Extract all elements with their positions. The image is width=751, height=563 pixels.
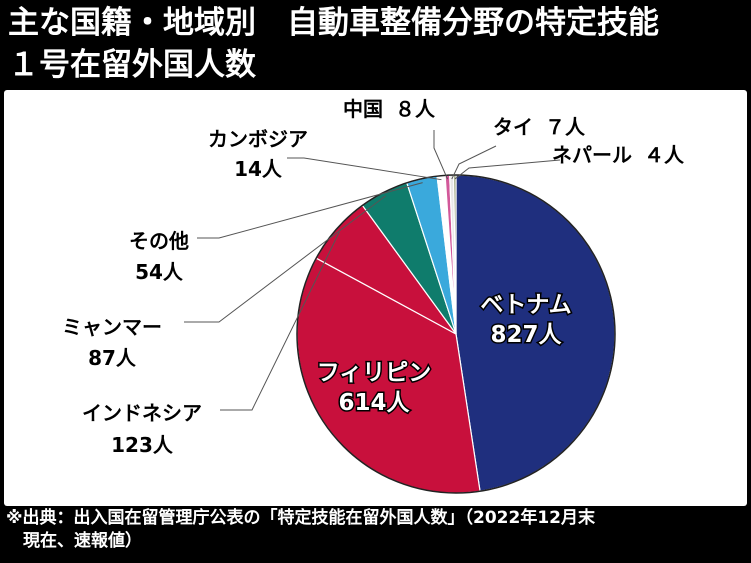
slice-label-8: タイ ７人 [493, 115, 586, 139]
slice-name-4: ミャンマー [62, 315, 162, 339]
leader-line-7 [433, 130, 449, 180]
leader-line-3 [220, 231, 340, 411]
pie-outline [296, 174, 616, 494]
leader-line-9 [454, 159, 561, 180]
slice-value-3: 123人 [111, 433, 174, 457]
chart-title: 主な国籍・地域別 自動車整備分野の特定技能 １号在留外国人数 [8, 2, 744, 92]
slice-name-2: フィリピン [317, 360, 432, 386]
slice-name-3: インドネシア [82, 401, 202, 425]
chart-panel: ベトナム 827人フィリピン 614人 インドネシア 123人 ミャンマー 87人 その他 54… [4, 90, 747, 506]
slice-value-1: 827人 [490, 322, 562, 348]
source-note-line-2: 現在、速報値） [6, 531, 142, 551]
slice-value-6: 14人 [234, 157, 283, 181]
slice-label-7: 中国 ８人 [343, 97, 436, 121]
slice-name-1: ベトナム [480, 292, 571, 318]
pie-slices [296, 174, 616, 494]
chart-title-line-2: １号在留外国人数 [8, 47, 256, 83]
source-note: ※出典：出入国在留管理庁公表の「特定技能在留外国人数」（2022年12月末 現在… [6, 507, 746, 553]
slice-label-9: ネパール ４人 [552, 143, 685, 167]
leader-line-6 [287, 157, 442, 181]
chart-title-line-1: 主な国籍・地域別 自動車整備分野の特定技能 [8, 5, 659, 41]
leader-line-8 [451, 145, 497, 180]
slice-value-5: 54人 [135, 260, 184, 284]
slice-value-2: 614人 [338, 390, 410, 416]
slice-value-4: 87人 [88, 346, 137, 370]
slice-name-6: カンボジア [208, 127, 308, 151]
source-note-line-1: ※出典：出入国在留管理庁公表の「特定技能在留外国人数」（2022年12月末 [6, 508, 595, 528]
leader-line-5 [197, 182, 423, 239]
slice-name-5: その他 [129, 229, 189, 253]
leader-line-4 [184, 195, 386, 323]
